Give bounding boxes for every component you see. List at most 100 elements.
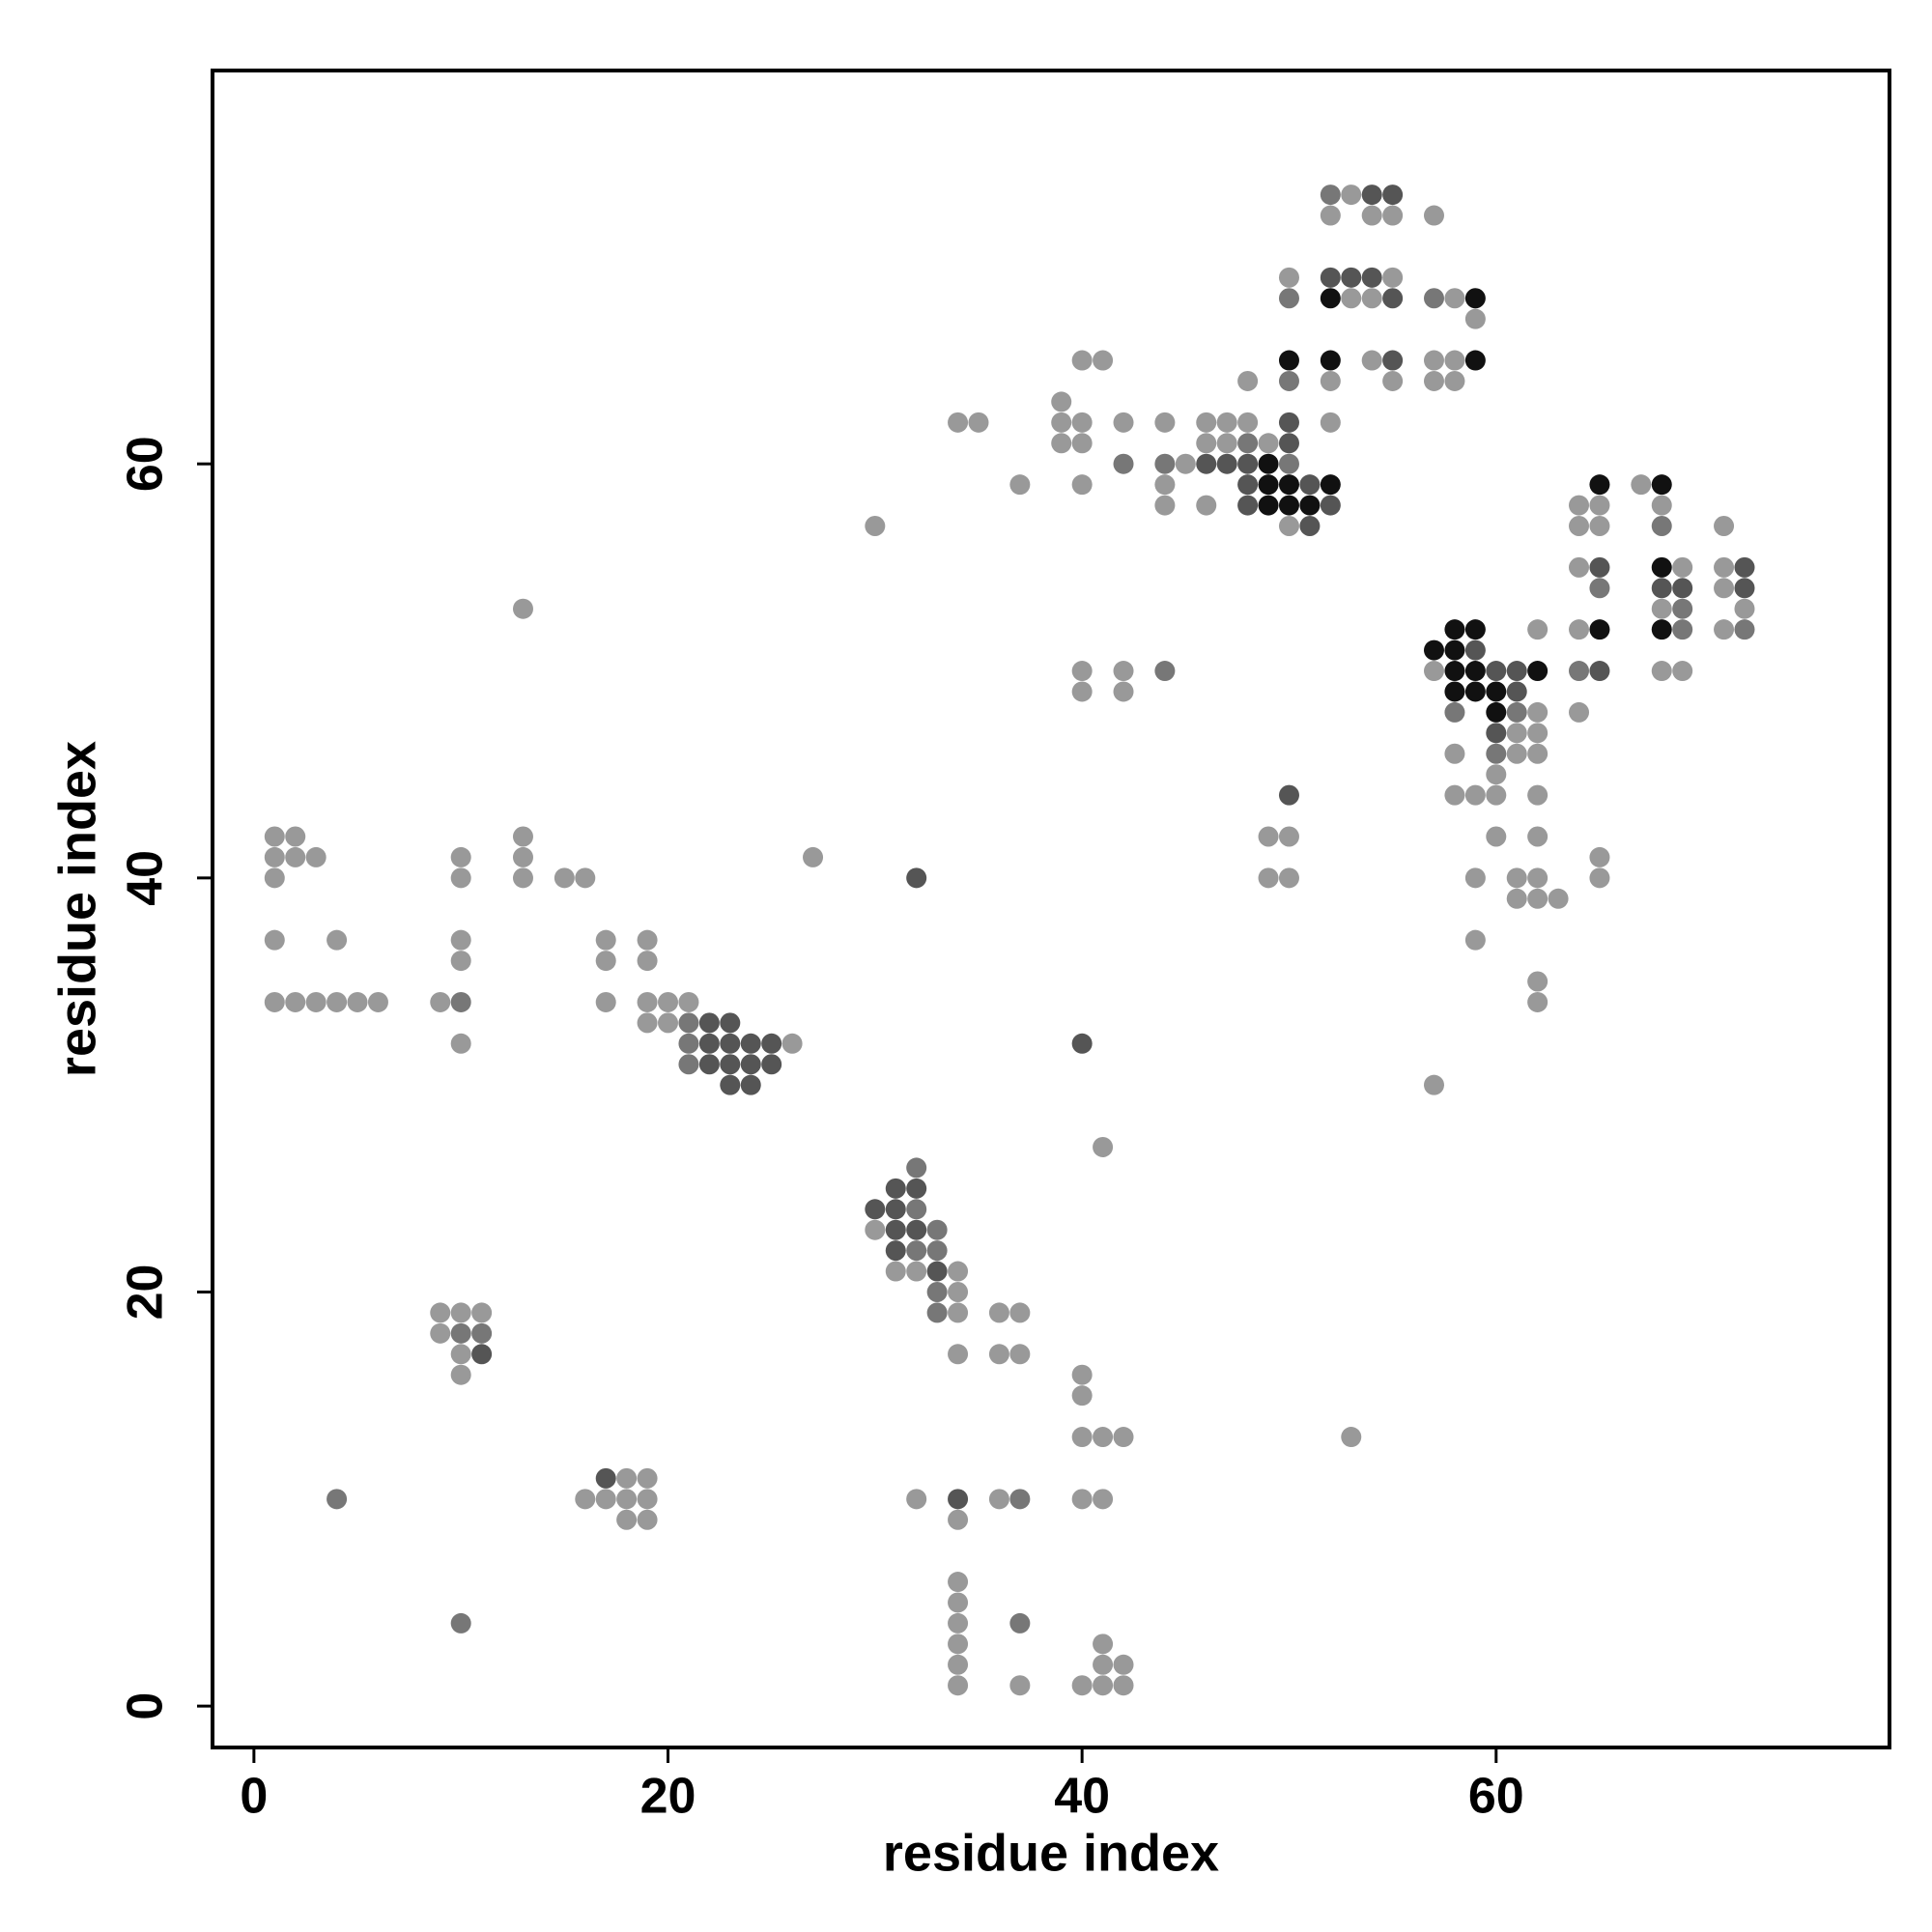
contact-point — [1009, 1612, 1031, 1634]
contact-point — [906, 1178, 927, 1199]
contact-point — [1361, 185, 1382, 206]
contact-point — [264, 929, 285, 951]
contact-point — [948, 1634, 969, 1655]
contact-point — [1527, 826, 1548, 847]
x-tick-label: 60 — [1468, 1769, 1524, 1825]
contact-point — [1734, 598, 1755, 619]
contact-point — [1444, 784, 1465, 806]
x-tick-label: 0 — [240, 1769, 268, 1825]
contact-point — [1009, 474, 1031, 496]
contact-point — [803, 846, 824, 867]
contact-point — [1278, 412, 1299, 433]
contact-point — [637, 1509, 658, 1530]
contact-point — [720, 1012, 741, 1034]
contact-point — [1113, 1654, 1134, 1675]
contact-point — [1278, 453, 1299, 474]
contact-point — [1506, 867, 1527, 889]
contact-point — [430, 1322, 451, 1344]
contact-point — [1320, 412, 1341, 433]
contact-point — [1651, 619, 1672, 640]
contact-point — [450, 1322, 471, 1344]
contact-point — [1154, 495, 1176, 516]
contact-point — [512, 867, 533, 889]
contact-point — [1113, 453, 1134, 474]
contact-point — [595, 991, 616, 1012]
contact-point — [595, 929, 616, 951]
contact-point — [1051, 412, 1072, 433]
contact-point — [1631, 474, 1652, 496]
contact-point — [1341, 185, 1362, 206]
contact-point — [1071, 1675, 1093, 1696]
contact-point — [1714, 578, 1735, 599]
contact-point — [906, 1219, 927, 1240]
contact-point — [1320, 350, 1341, 371]
contact-point — [512, 598, 533, 619]
contact-point — [1589, 516, 1610, 537]
contact-point — [1569, 661, 1590, 682]
contact-point — [1589, 846, 1610, 867]
contact-point — [1237, 412, 1259, 433]
contact-point — [948, 1592, 969, 1613]
contact-point — [450, 867, 471, 889]
contact-point — [1237, 474, 1259, 496]
contact-point — [637, 991, 658, 1012]
contact-point — [1444, 370, 1465, 391]
contact-point — [1361, 205, 1382, 226]
contact-point — [926, 1261, 948, 1282]
contact-point — [761, 1033, 782, 1054]
contact-point — [1527, 888, 1548, 909]
contact-point — [595, 951, 616, 972]
contact-point — [1071, 681, 1093, 702]
contact-point — [1009, 1489, 1031, 1510]
contact-point — [885, 1199, 906, 1220]
contact-point — [1734, 556, 1755, 578]
contact-point — [698, 1033, 720, 1054]
contact-point — [1569, 701, 1590, 723]
contact-point — [865, 1199, 886, 1220]
contact-point — [1278, 288, 1299, 309]
contact-point — [1569, 516, 1590, 537]
contact-point — [1196, 453, 1217, 474]
contact-point — [1506, 743, 1527, 764]
contact-point — [1113, 661, 1134, 682]
contact-point — [1071, 474, 1093, 496]
contact-point — [1589, 578, 1610, 599]
contact-point — [1569, 556, 1590, 578]
contact-point — [1486, 764, 1507, 785]
contact-point — [1071, 1033, 1093, 1054]
contact-point — [678, 1033, 699, 1054]
contact-point — [906, 1489, 927, 1510]
contact-point — [948, 412, 969, 433]
contact-point — [1237, 433, 1259, 454]
contact-point — [575, 867, 596, 889]
contact-point — [1258, 867, 1279, 889]
contact-point — [1672, 578, 1693, 599]
contact-point — [1464, 867, 1486, 889]
contact-point — [1299, 495, 1321, 516]
contact-point — [1154, 661, 1176, 682]
contact-point — [450, 1302, 471, 1323]
contact-point — [740, 1054, 761, 1075]
contact-point — [450, 1612, 471, 1634]
contact-point — [740, 1033, 761, 1054]
contact-point — [1486, 784, 1507, 806]
contact-point — [1320, 370, 1341, 391]
contact-point — [720, 1033, 741, 1054]
y-tick-label: 20 — [118, 1264, 174, 1321]
contact-point — [1299, 516, 1321, 537]
contact-point — [1071, 350, 1093, 371]
contact-point — [698, 1012, 720, 1034]
contact-point — [367, 991, 388, 1012]
contact-point — [450, 929, 471, 951]
contact-point — [1589, 619, 1610, 640]
contact-point — [637, 951, 658, 972]
contact-point — [948, 1261, 969, 1282]
contact-point — [968, 412, 989, 433]
contact-point — [1423, 661, 1444, 682]
contact-point — [450, 1364, 471, 1385]
contact-point — [1672, 598, 1693, 619]
contact-point — [1093, 1136, 1114, 1157]
contact-point — [1527, 661, 1548, 682]
contact-point — [1382, 205, 1404, 226]
